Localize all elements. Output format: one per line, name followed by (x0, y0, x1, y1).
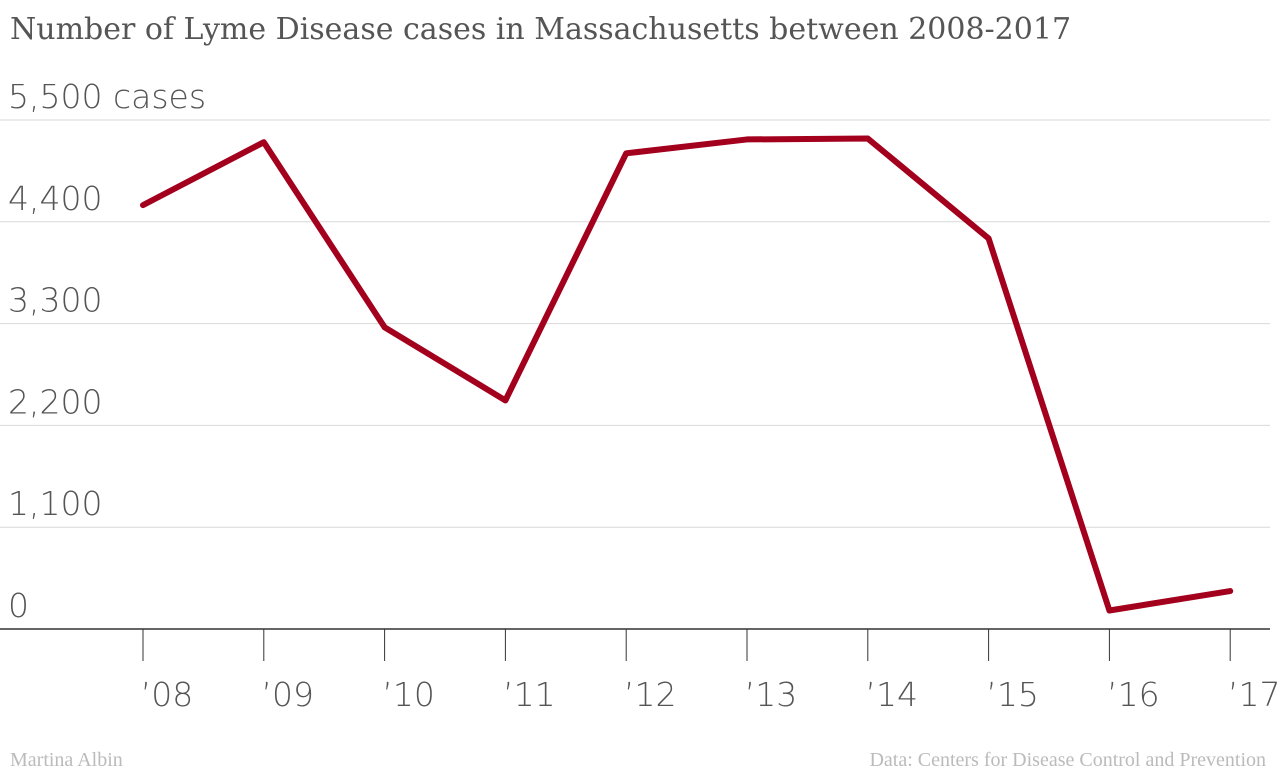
y-tick-label: 5,500 cases (8, 77, 206, 116)
y-axis-tick-labels: 0 1,100 2,200 3,300 4,400 5,500 cases (8, 77, 206, 625)
x-tick-label: ’16 (1107, 675, 1159, 714)
x-tick-label: ’09 (262, 675, 314, 714)
x-tick-label: ’10 (382, 675, 434, 714)
x-axis-ticks: ’08 ’09 ’10 ’11 ’12 ’13 ’14 ’15 ’16 ’17 (141, 629, 1280, 714)
x-tick-label: ’17 (1228, 675, 1280, 714)
series-line (140, 135, 1234, 614)
x-tick-label: ’14 (866, 675, 918, 714)
x-tick-label: ’11 (503, 675, 555, 714)
series-layer (140, 135, 1234, 614)
y-tick-label: 1,100 (8, 484, 102, 523)
x-tick-label: ’13 (745, 675, 797, 714)
x-tick-label: ’15 (986, 675, 1038, 714)
author-credit: Martina Albin (10, 749, 123, 771)
y-tick-label: 4,400 (8, 179, 102, 218)
y-tick-label: 0 (8, 586, 29, 625)
source-credit: Data: Centers for Disease Control and Pr… (869, 749, 1266, 771)
gridlines (0, 119, 1270, 630)
x-tick-label: ’12 (624, 675, 676, 714)
chart-title: Number of Lyme Disease cases in Massachu… (10, 12, 1072, 47)
y-tick-label: 2,200 (8, 382, 102, 421)
y-tick-label: 3,300 (8, 281, 102, 320)
x-tick-label: ’08 (141, 675, 193, 714)
